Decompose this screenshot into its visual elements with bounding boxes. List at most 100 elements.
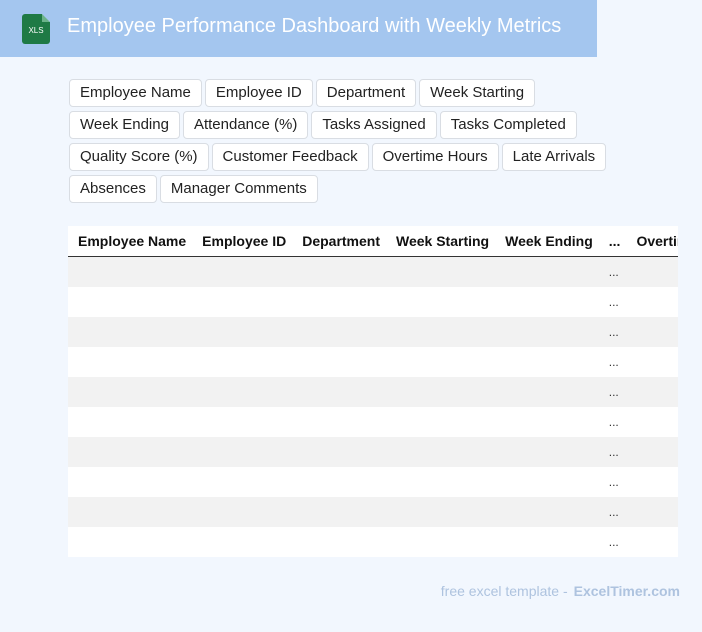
table-cell — [192, 527, 292, 557]
table-cell — [292, 467, 386, 497]
table-cell — [292, 256, 386, 287]
table-cell — [386, 437, 496, 467]
ellipsis-cell: ... — [608, 535, 619, 549]
table-cell — [495, 467, 599, 497]
ellipsis-cell: ... — [608, 355, 619, 369]
table-row: ... — [68, 467, 678, 497]
table-cell — [192, 256, 293, 287]
table-cell — [192, 497, 293, 527]
table-cell — [68, 437, 193, 467]
table-row: ... — [68, 377, 678, 407]
table-cell — [626, 256, 678, 287]
table-cell — [626, 347, 678, 377]
table-container: Employee Name Employee ID Department Week S… — [68, 226, 678, 557]
table-cell — [292, 317, 386, 347]
table-cell — [386, 467, 495, 497]
table-cell — [68, 497, 193, 527]
table-row: ... — [68, 256, 678, 287]
table-row: ... — [68, 317, 678, 347]
footer: free excel template - ExcelTimer.com — [441, 583, 680, 599]
column-tag[interactable]: Tasks Assigned — [311, 111, 437, 139]
column-tag[interactable]: Absences — [69, 175, 157, 203]
table-cell — [495, 317, 599, 347]
table-cell — [626, 287, 678, 317]
table-cell — [192, 347, 292, 377]
table-cell — [626, 317, 678, 347]
ellipsis-cell: ... — [598, 256, 627, 287]
table-cell — [386, 287, 495, 317]
table-cell — [495, 287, 599, 317]
table-row: ... — [68, 527, 678, 557]
table-cell — [68, 407, 192, 437]
table-cell — [292, 377, 386, 407]
column-tag[interactable]: Tasks Completed — [439, 111, 577, 139]
column-tag[interactable]: Overtime Hours — [371, 143, 499, 171]
table-cell — [192, 437, 293, 467]
footer-text: free excel template - — [440, 583, 568, 599]
ellipsis-cell: ... — [608, 415, 619, 429]
ellipsis-cell: ... — [608, 475, 619, 489]
table-cell — [68, 287, 192, 317]
column-tag[interactable]: Late Arrivals — [501, 143, 607, 171]
table-row: ... — [68, 497, 678, 527]
table-cell — [192, 407, 292, 437]
table-cell — [495, 527, 599, 557]
table-cell — [495, 377, 599, 407]
table-cell — [386, 317, 496, 347]
column-tag[interactable]: Attendance (%) — [182, 111, 309, 139]
column-tag[interactable]: Week Ending — [69, 111, 180, 139]
column-tag[interactable]: Quality Score (%) — [69, 143, 209, 171]
column-header: Department — [292, 226, 386, 257]
column-header: ... — [598, 226, 627, 257]
page-title: Employee Performance Dashboard with Week… — [67, 15, 562, 37]
table-cell — [292, 287, 386, 317]
table-cell — [292, 347, 386, 377]
column-tags: Employee Name Employee ID Department Week S… — [69, 79, 649, 203]
table-row: ... — [68, 407, 678, 437]
column-header: Employee Name — [68, 226, 193, 257]
column-header: Week Ending — [495, 226, 599, 257]
table-cell — [495, 256, 599, 287]
ellipsis-cell: ... — [598, 377, 627, 407]
column-tag[interactable]: Department — [315, 79, 417, 107]
table-row: ... — [68, 347, 678, 377]
column-tag[interactable]: Manager Comments — [159, 175, 318, 203]
table-cell — [386, 347, 495, 377]
table-cell — [626, 527, 678, 557]
table-cell — [495, 497, 599, 527]
table-cell — [626, 377, 678, 407]
column-tag[interactable]: Employee ID — [204, 79, 313, 107]
table-cell — [292, 437, 386, 467]
table-cell — [192, 317, 293, 347]
table-cell — [626, 497, 678, 527]
column-tag[interactable]: Customer Feedback — [211, 143, 369, 171]
file-icon: XLS — [22, 14, 50, 44]
column-header: Week Starting — [386, 226, 496, 257]
table-cell — [495, 437, 599, 467]
table-cell — [386, 377, 496, 407]
data-table: Employee Name Employee ID Department Week S… — [68, 226, 678, 557]
table-cell — [68, 317, 193, 347]
header-row: Employee Name Employee ID Department Week S… — [68, 226, 678, 257]
table-cell — [626, 407, 678, 437]
table-cell — [68, 347, 192, 377]
table-cell — [386, 407, 495, 437]
ellipsis-cell: ... — [598, 317, 627, 347]
footer-link[interactable]: ExcelTimer.com — [573, 583, 680, 599]
column-header: Overtime Hours — [626, 226, 678, 257]
ellipsis-cell: ... — [598, 437, 627, 467]
column-tag[interactable]: Week Starting — [419, 79, 536, 107]
column-tag[interactable]: Employee Name — [69, 79, 202, 107]
table-cell — [68, 527, 192, 557]
table-cell — [626, 437, 678, 467]
table-cell — [626, 467, 678, 497]
table-cell — [495, 407, 599, 437]
table-cell — [68, 467, 192, 497]
column-header: Employee ID — [192, 226, 293, 257]
table-cell — [386, 256, 496, 287]
table-cell — [292, 497, 386, 527]
table-cell — [386, 527, 495, 557]
table-cell — [68, 256, 193, 287]
table-cell — [292, 527, 386, 557]
